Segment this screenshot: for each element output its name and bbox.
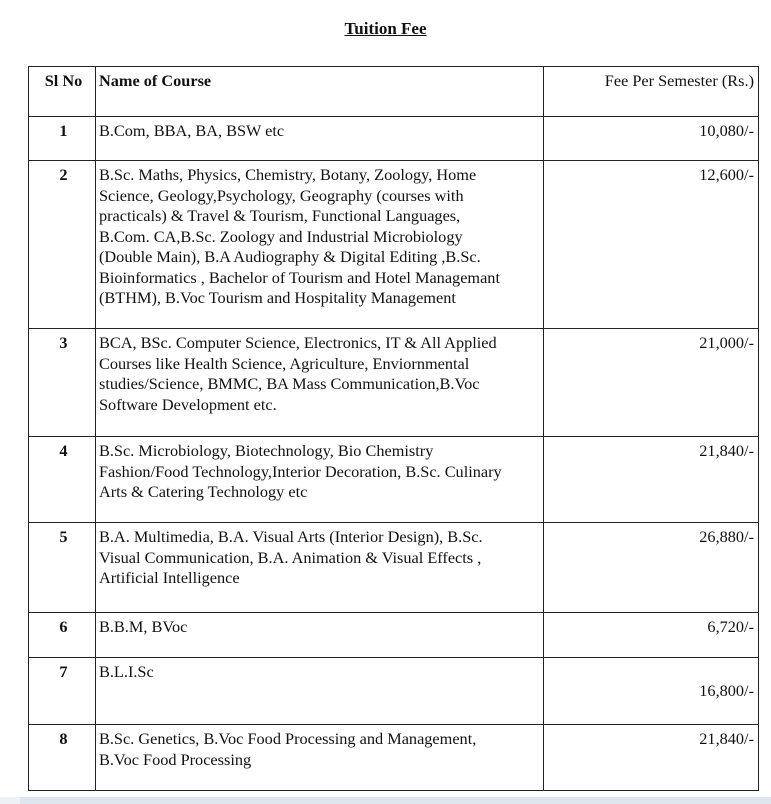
course-name-line: studies/Science, BMMC, BA Mass Communica… (99, 374, 480, 393)
fee-cell: 6,720/- (543, 612, 759, 658)
course-name-line: Software Development etc. (99, 394, 277, 414)
course-name-line: B.Com, BBA, BA, BSW etc (99, 121, 285, 140)
sl-no-cell: 8 (28, 724, 96, 791)
course-name-cell: B.Sc. Genetics, B.Voc Food Processing an… (95, 724, 544, 791)
course-name-line: Artificial Intelligence (99, 568, 240, 587)
course-name-line: Science, Geology,Psychology, Geography (… (99, 185, 464, 205)
course-name-line: BCA, BSc. Computer Science, Electronics,… (99, 333, 497, 352)
sl-no-cell: 6 (28, 612, 96, 658)
table-row: 1 B.Com, BBA, BA, BSW etc 10,080/- (28, 116, 759, 161)
table-row: 7 B.L.I.Sc 16,800/- (28, 657, 759, 725)
course-name-line: practicals) & Travel & Tourism, Function… (99, 206, 461, 225)
course-name-line: (BTHM), B.Voc Tourism and Hospitality Ma… (99, 288, 456, 307)
course-name-line: B.B.M, BVoc (99, 617, 188, 636)
table-header-row: Sl No Name of Course Fee Per Semester (R… (28, 66, 759, 117)
course-name-cell: B.B.M, BVoc (95, 612, 544, 658)
table-row: 3 BCA, BSc. Computer Science, Electronics… (28, 328, 759, 437)
course-name-line: B.Sc. Maths, Physics, Chemistry, Botany,… (99, 165, 477, 184)
course-name-cell: B.Sc. Microbiology, Biotechnology, Bio C… (95, 436, 544, 523)
tuition-fee-table: Sl No Name of Course Fee Per Semester (R… (28, 66, 759, 791)
table-row: 8 B.Sc. Genetics, B.Voc Food Processing a… (28, 724, 759, 791)
header-course-name: Name of Course (95, 66, 544, 117)
sl-no-cell: 2 (28, 160, 96, 329)
fee-cell: 21,840/- (543, 724, 759, 791)
course-name-line: B.L.I.Sc (99, 662, 154, 681)
course-name-line: Courses like Health Science, Agriculture… (99, 353, 470, 373)
course-name-line: B.Com. CA,B.Sc. Zoology and Industrial M… (99, 226, 463, 246)
fee-cell: 16,800/- (543, 657, 759, 725)
header-fee: Fee Per Semester (Rs.) (543, 66, 759, 117)
course-name-cell: B.A. Multimedia, B.A. Visual Arts (Inter… (95, 522, 544, 613)
fee-cell: 26,880/- (543, 522, 759, 613)
course-name-line: Fashion/Food Technology,Interior Decorat… (99, 461, 502, 481)
table-row: 5 B.A. Multimedia, B.A. Visual Arts (Inte… (28, 522, 759, 613)
course-name-cell: B.Sc. Maths, Physics, Chemistry, Botany,… (95, 160, 544, 329)
course-name-line: B.Sc. Genetics, B.Voc Food Processing an… (99, 729, 477, 748)
bottom-scroll-strip (0, 797, 771, 804)
fee-cell: 12,600/- (543, 160, 759, 329)
course-name-line: B.A. Multimedia, B.A. Visual Arts (Inter… (99, 527, 483, 546)
course-name-cell: B.Com, BBA, BA, BSW etc (95, 116, 544, 161)
course-name-cell: B.L.I.Sc (95, 657, 544, 725)
sl-no-cell: 7 (28, 657, 96, 725)
course-name-line: B.Voc Food Processing (99, 749, 252, 769)
table-row: 6 B.B.M, BVoc 6,720/- (28, 612, 759, 658)
course-name-line: Arts & Catering Technology etc (99, 482, 308, 501)
course-name-cell: BCA, BSc. Computer Science, Electronics,… (95, 328, 544, 437)
table-row: 4 B.Sc. Microbiology, Biotechnology, Bio … (28, 436, 759, 523)
fee-cell: 10,080/- (543, 116, 759, 161)
sl-no-cell: 3 (28, 328, 96, 437)
fee-cell: 21,000/- (543, 328, 759, 437)
course-name-line: Bioinformatics , Bachelor of Tourism and… (99, 267, 500, 287)
header-sl-no: Sl No (28, 66, 96, 117)
fee-cell: 21,840/- (543, 436, 759, 523)
sl-no-cell: 4 (28, 436, 96, 523)
course-name-line: (Double Main), B.A Audiography & Digital… (99, 247, 481, 266)
page-title: Tuition Fee (344, 19, 427, 38)
sl-no-cell: 5 (28, 522, 96, 613)
course-name-line: B.Sc. Microbiology, Biotechnology, Bio C… (99, 441, 434, 460)
course-name-line: Visual Communication, B.A. Animation & V… (99, 547, 482, 567)
table-row: 2 B.Sc. Maths, Physics, Chemistry, Botany… (28, 160, 759, 329)
sl-no-cell: 1 (28, 116, 96, 161)
